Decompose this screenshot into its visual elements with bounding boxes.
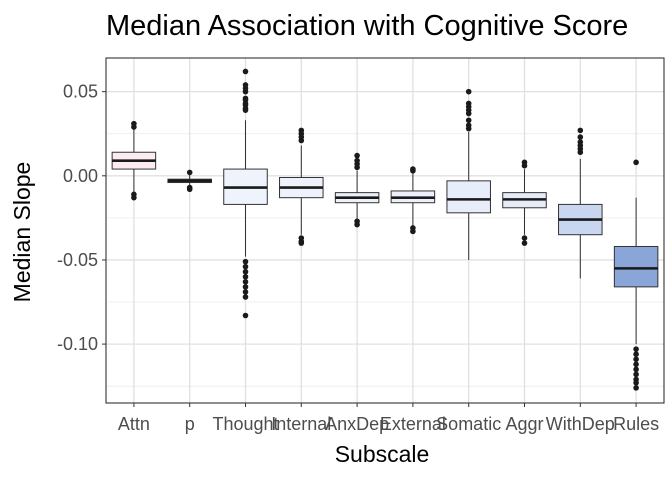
y-tick-label: -0.05	[57, 250, 98, 270]
box-withdep	[558, 127, 603, 279]
box-somatic	[446, 88, 491, 260]
outlier-point	[577, 149, 584, 156]
box-internal	[279, 127, 324, 246]
outlier-point	[131, 124, 137, 130]
outlier-point	[633, 351, 639, 357]
outlier-point	[242, 312, 249, 319]
box-external	[390, 166, 436, 235]
outlier-point	[242, 273, 249, 280]
box-attn	[111, 120, 157, 201]
x-tick-label: Internal	[271, 414, 331, 434]
box-anxdep	[334, 152, 380, 228]
outlier-point	[242, 263, 249, 270]
outlier-point	[242, 88, 249, 95]
outlier-point	[633, 385, 639, 391]
outlier-point	[242, 289, 249, 295]
y-tick-label: 0.00	[63, 166, 98, 186]
outlier-point	[465, 110, 472, 117]
outlier-point	[633, 346, 639, 352]
outlier-point	[521, 235, 528, 241]
y-tick-label: -0.10	[57, 334, 98, 354]
outlier-point	[131, 194, 137, 201]
outlier-point	[633, 356, 639, 363]
x-tick-label: Attn	[118, 414, 150, 434]
outlier-point	[242, 268, 249, 275]
outlier-point	[521, 240, 528, 246]
outlier-point	[410, 228, 416, 235]
y-axis-label: Median Slope	[9, 162, 35, 303]
x-tick-label: Thought	[212, 414, 278, 434]
outlier-point	[186, 169, 193, 176]
outlier-point	[242, 68, 249, 75]
outlier-point	[242, 284, 249, 290]
x-tick-label: p	[185, 414, 195, 434]
box-thought	[223, 68, 268, 319]
x-tick-label: External	[380, 414, 446, 434]
outlier-point	[633, 380, 639, 386]
box-iqr	[446, 180, 491, 214]
outlier-point	[465, 117, 472, 124]
box-p	[167, 169, 212, 193]
x-tick-label: WithDep	[546, 414, 615, 434]
outlier-point	[242, 258, 249, 265]
x-axis: Attn p ThoughtInternalAnxDepExternalSomati…	[118, 403, 659, 434]
outlier-point	[633, 371, 639, 378]
chart-title: Median Association with Cognitive Score	[106, 10, 628, 42]
box-aggr	[502, 159, 547, 246]
outlier-point	[410, 167, 416, 174]
y-tick-label: 0.05	[63, 82, 98, 102]
boxes	[111, 68, 659, 391]
x-tick-label: Aggr	[505, 414, 543, 434]
outlier-point	[633, 159, 639, 166]
outlier-point	[465, 88, 472, 95]
x-axis-label: Subscale	[335, 441, 430, 467]
outlier-point	[186, 186, 193, 193]
panel-border	[105, 57, 665, 404]
x-tick-label: Somatic	[436, 414, 501, 434]
outlier-point	[465, 125, 472, 132]
outlier-point	[354, 221, 360, 228]
outlier-point	[354, 152, 360, 159]
outlier-point	[577, 127, 584, 134]
outlier-point	[242, 279, 249, 285]
outlier-point	[298, 137, 305, 144]
outlier-point	[354, 164, 360, 171]
outlier-point	[242, 294, 249, 300]
box-rules	[613, 159, 659, 391]
y-axis: 0.05 0.00 -0.05 -0.10	[57, 82, 106, 354]
outlier-point	[577, 134, 584, 140]
outlier-point	[521, 162, 528, 169]
x-tick-label: Rules	[613, 414, 659, 434]
outlier-point	[633, 366, 639, 373]
box-iqr	[613, 245, 659, 288]
outlier-point	[633, 361, 639, 368]
outlier-point	[298, 240, 305, 246]
x-tick-label: AnxDep	[325, 414, 389, 434]
outlier-point	[242, 107, 249, 113]
